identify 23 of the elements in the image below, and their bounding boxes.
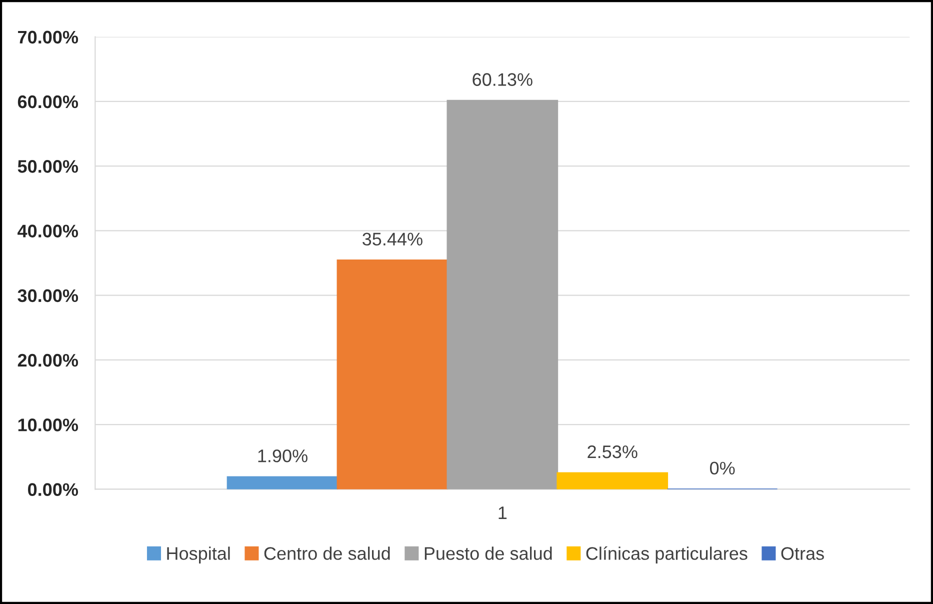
bar — [226, 476, 338, 490]
y-tick-label: 30.00% — [18, 289, 78, 302]
y-tick-label: 60.00% — [18, 95, 78, 108]
x-tick-label: 1 — [498, 506, 507, 519]
data-label: 1.90% — [258, 449, 308, 462]
bar — [556, 472, 668, 490]
legend-label: Hospital — [167, 546, 230, 564]
bar — [446, 100, 558, 490]
legend-label: Clínicas particulares — [586, 546, 748, 564]
data-label: 2.53% — [588, 445, 638, 458]
y-tick-label: 50.00% — [18, 160, 78, 173]
y-tick-label: 0.00% — [28, 483, 78, 496]
legend-label: Otras — [781, 547, 824, 560]
data-label: 60.13% — [472, 73, 532, 86]
legend-label: Centro de salud — [264, 546, 390, 560]
y-tick-label: 20.00% — [18, 354, 78, 367]
y-tick-label: 40.00% — [18, 224, 78, 238]
y-tick-label: 70.00% — [18, 30, 78, 44]
bar — [336, 260, 448, 490]
y-tick-label: 10.00% — [18, 418, 78, 432]
data-label: 0% — [710, 462, 735, 475]
data-label: 35.44% — [362, 232, 422, 246]
legend-label: Puesto de salud — [424, 546, 552, 560]
